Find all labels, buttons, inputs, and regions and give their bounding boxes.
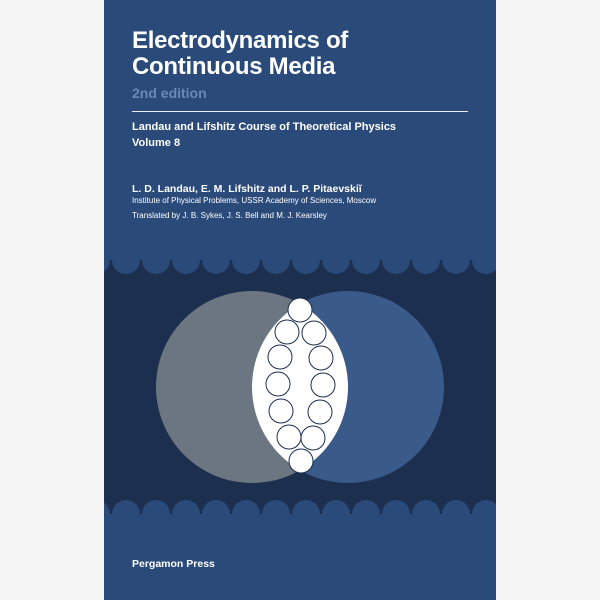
series-name: Landau and Lifshitz Course of Theoretica… (132, 120, 468, 135)
institute: Institute of Physical Problems, USSR Aca… (132, 196, 468, 205)
vesica-dot (308, 400, 332, 424)
translators: Translated by J. B. Sykes, J. S. Bell an… (132, 211, 468, 220)
publisher: Pergamon Press (132, 558, 215, 570)
vesica-dot (309, 346, 333, 370)
divider-line (132, 111, 468, 112)
authors-block: L. D. Landau, E. M. Lifshitz and L. P. P… (132, 183, 468, 220)
vesica-dot (277, 425, 301, 449)
edition-label: 2nd edition (132, 85, 468, 101)
vesica-dot (289, 449, 313, 473)
vesica-dot (275, 320, 299, 344)
top-text-section: Electrodynamics of Continuous Media 2nd … (104, 0, 496, 260)
title-line-1: Electrodynamics of (132, 27, 348, 54)
book-title: Electrodynamics of Continuous Media (132, 28, 468, 81)
title-line-2: Continuous Media (132, 53, 335, 80)
vesica-dot (302, 321, 326, 345)
vesica-dot (288, 298, 312, 322)
cover-graphic-svg (104, 260, 496, 514)
vesica-dot (311, 373, 335, 397)
volume-label: Volume 8 (132, 137, 468, 149)
vesica-dot (301, 426, 325, 450)
book-cover: Electrodynamics of Continuous Media 2nd … (104, 0, 496, 600)
vesica-dot (266, 372, 290, 396)
bottom-section: Pergamon Press (104, 514, 496, 600)
vesica-dot (269, 399, 293, 423)
vesica-dot (268, 345, 292, 369)
graphic-band (104, 260, 496, 514)
authors: L. D. Landau, E. M. Lifshitz and L. P. P… (132, 183, 468, 195)
